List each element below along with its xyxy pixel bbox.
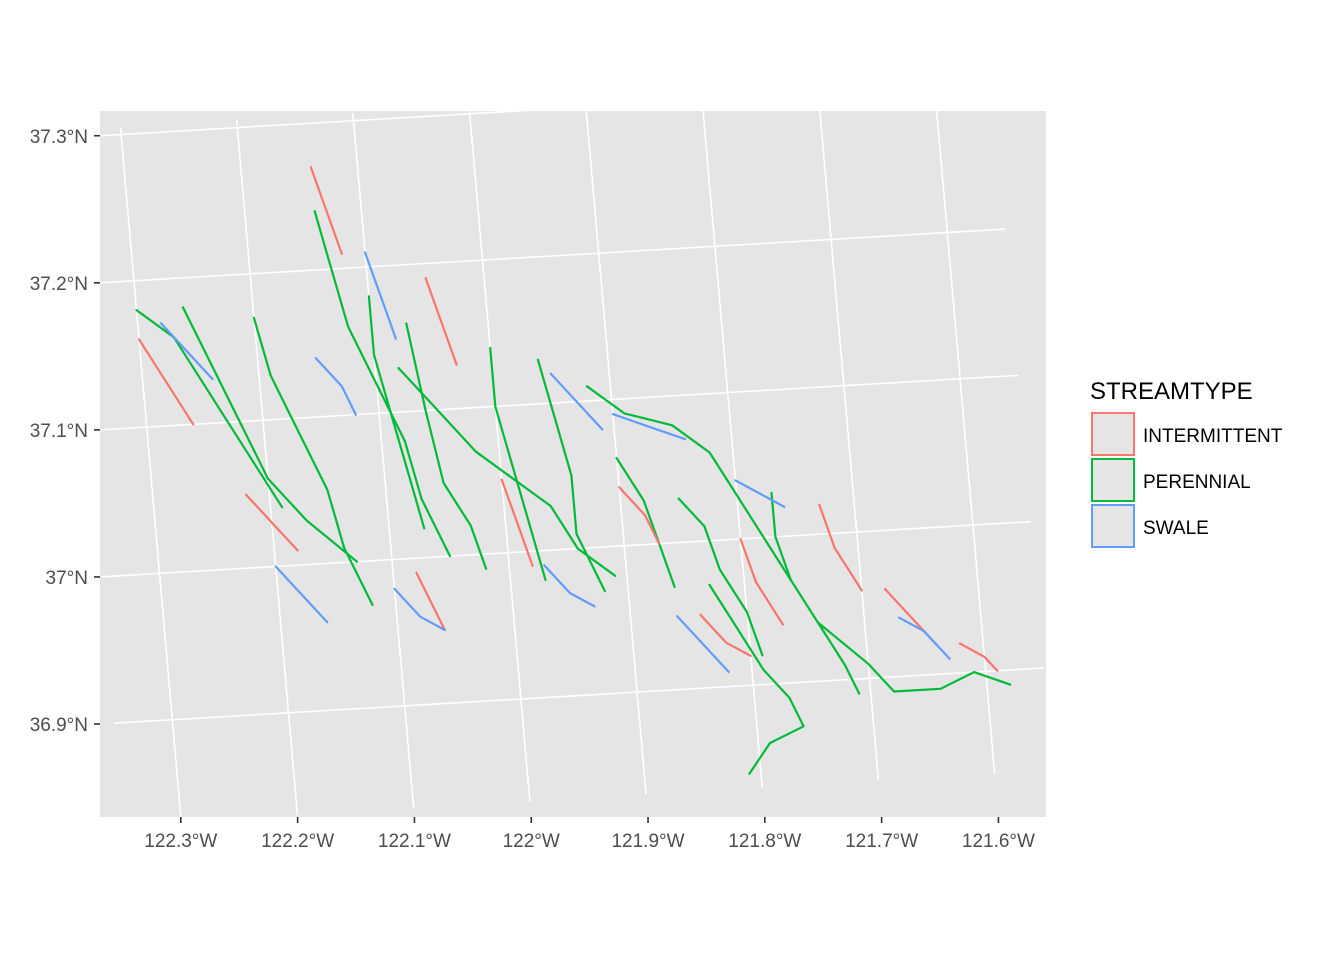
legend: STREAMTYPE INTERMITTENT PERENNIAL SWALE xyxy=(1090,378,1283,548)
intermittent-stream-2 xyxy=(245,493,299,552)
legend-key-intermittent xyxy=(1091,412,1135,456)
intermittent-stream-11 xyxy=(500,478,534,568)
map-panel xyxy=(100,111,1046,817)
perennial-stream-6 xyxy=(489,346,547,582)
y-tick-label-3: 37°N xyxy=(46,568,88,589)
intermittent-stream-1 xyxy=(137,338,195,426)
x-tick-label-1: 122.2°W xyxy=(261,831,334,852)
intermittent-stream-4 xyxy=(699,613,752,658)
swale-stream-3 xyxy=(543,564,596,608)
y-tick-label-0: 37.3°N xyxy=(30,127,88,148)
intermittent-stream-3 xyxy=(415,571,446,632)
perennial-stream-12 xyxy=(135,309,284,509)
swale-stream-5 xyxy=(734,479,786,508)
legend-label-swale: SWALE xyxy=(1143,518,1209,539)
x-tick-label-4: 121.9°W xyxy=(611,831,684,852)
meridian-1 xyxy=(235,120,299,816)
perennial-stream-5 xyxy=(367,295,426,530)
perennial-stream-8 xyxy=(585,385,861,695)
meridian-3 xyxy=(468,111,531,802)
perennial-stream-11 xyxy=(677,497,764,657)
meridian-2 xyxy=(352,113,415,809)
x-tick-label-5: 121.8°W xyxy=(728,831,801,852)
legend-key-swale xyxy=(1091,504,1135,548)
perennial-stream-7 xyxy=(536,358,607,593)
x-tick-label-2: 122.1°W xyxy=(378,831,451,852)
x-axis: 122.3°W 122.2°W 122.1°W 122°W 121.9°W 121.8°W… xyxy=(144,817,1035,852)
intermittent-stream-10 xyxy=(424,277,458,366)
swale-stream-10 xyxy=(549,372,604,431)
swale-stream-2 xyxy=(393,587,446,632)
intermittent-stream-8 xyxy=(958,642,999,672)
x-tick-label-6: 121.7°W xyxy=(845,831,918,852)
y-tick-label-4: 36.9°N xyxy=(30,715,88,736)
legend-title: STREAMTYPE xyxy=(1090,378,1253,405)
swale-stream-0 xyxy=(159,322,214,381)
perennial-stream-3 xyxy=(181,306,359,563)
y-axis: 37.3°N 37.2°N 37.1°N 37°N 36.9°N xyxy=(30,127,100,736)
perennial-stream-4 xyxy=(252,316,374,607)
x-tick-label-0: 122.3°W xyxy=(144,831,217,852)
x-tick-label-7: 121.6°W xyxy=(962,831,1035,852)
swale-stream-9 xyxy=(676,615,730,674)
legend-key-bg-intermittent xyxy=(1091,412,1135,456)
swale-stream-1 xyxy=(274,565,329,624)
legend-label-perennial: PERENNIAL xyxy=(1143,472,1251,493)
perennial-stream-10 xyxy=(816,621,1012,693)
intermittent-stream-0 xyxy=(309,166,343,255)
y-tick-label-2: 37.1°N xyxy=(30,421,88,442)
legend-label-intermittent: INTERMITTENT xyxy=(1143,426,1283,447)
legend-key-bg-perennial xyxy=(1091,458,1135,502)
swale-stream-6 xyxy=(898,616,951,660)
intermittent-stream-5 xyxy=(739,537,785,626)
stream-lines xyxy=(135,166,1012,775)
meridian-5 xyxy=(702,111,764,788)
legend-entries: INTERMITTENT PERENNIAL SWALE xyxy=(1091,412,1283,548)
legend-key-bg-swale xyxy=(1091,504,1135,548)
x-tick-label-3: 122°W xyxy=(503,831,560,852)
perennial-stream-1 xyxy=(405,322,488,570)
intermittent-stream-9 xyxy=(618,486,661,545)
perennial-stream-13 xyxy=(615,456,676,589)
parallel-1 xyxy=(100,228,1006,284)
perennial-stream-9 xyxy=(708,583,805,775)
parallel-4 xyxy=(114,667,1044,724)
y-tick-label-1: 37.2°N xyxy=(30,274,88,295)
intermittent-stream-6 xyxy=(818,503,863,592)
perennial-stream-0 xyxy=(397,366,617,577)
swale-stream-8 xyxy=(314,357,357,416)
swale-stream-4 xyxy=(611,413,687,441)
meridian-0 xyxy=(119,127,182,817)
parallel-2 xyxy=(100,374,1019,431)
parallel-0 xyxy=(100,111,531,137)
meridian-4 xyxy=(585,111,647,795)
parallel-3 xyxy=(101,520,1032,578)
swale-stream-7 xyxy=(363,251,397,340)
perennial-stream-14 xyxy=(770,491,792,582)
legend-key-perennial xyxy=(1091,458,1135,502)
perennial-stream-2 xyxy=(313,210,452,558)
